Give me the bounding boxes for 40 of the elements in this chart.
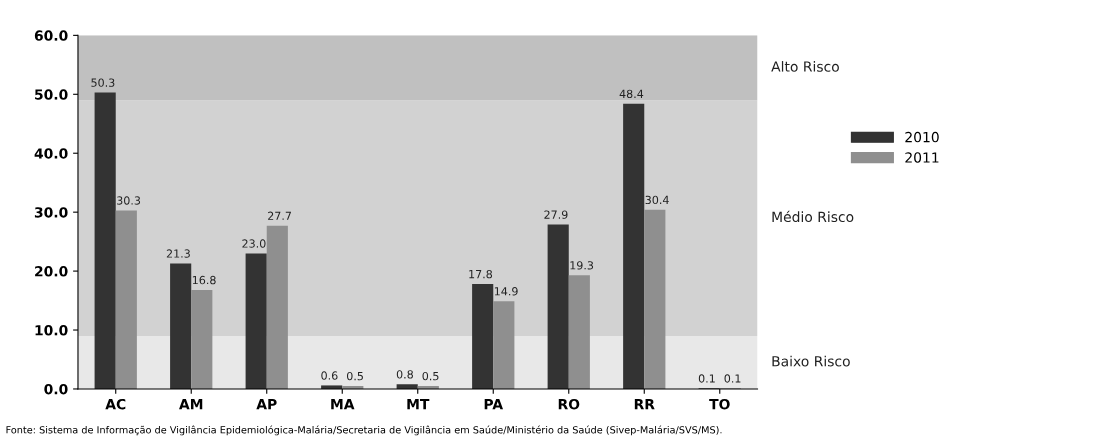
legend-label: 2011	[905, 152, 939, 163]
data-label: 23.0	[242, 239, 266, 248]
y-tick-label: 10.0	[35, 325, 68, 336]
y-tick-label: 50.0	[35, 89, 68, 100]
data-label: 0.1	[724, 374, 741, 383]
data-label: 0.1	[698, 374, 715, 383]
band-label: Alto Risco	[771, 61, 839, 72]
y-tick-label: 30.0	[34, 207, 68, 218]
data-label: 27.7	[268, 211, 291, 220]
data-label: 27.9	[544, 210, 568, 219]
y-tick-label: 20.0	[35, 266, 68, 277]
x-tick-label: MT	[407, 399, 430, 410]
data-label: 30.3	[117, 196, 141, 205]
x-tick-label: AP	[256, 399, 277, 410]
y-tick-label: 60.0	[34, 30, 68, 41]
data-label: 48.4	[619, 89, 644, 99]
legend-label: 2010	[905, 131, 939, 143]
data-label: 0.8	[396, 370, 413, 379]
x-tick-label: MA	[331, 399, 355, 410]
band-label: Baixo Risco	[772, 355, 850, 367]
data-label: 21.3	[166, 249, 190, 258]
data-label: 16.8	[192, 275, 216, 285]
data-label: 14.9	[494, 287, 518, 296]
data-label: 0.5	[422, 371, 439, 381]
band-label: Médio Risco	[772, 210, 854, 223]
x-tick-label: PA	[484, 399, 504, 410]
x-tick-label: RR	[634, 399, 655, 410]
data-label: 0.6	[321, 371, 338, 380]
x-tick-label: TO	[709, 398, 730, 410]
data-label: 17.8	[469, 269, 493, 279]
data-label: 50.3	[91, 78, 115, 87]
x-tick-label: RO	[558, 398, 580, 410]
y-tick-label: 40.0	[34, 148, 68, 159]
data-label: 19.3	[570, 261, 594, 270]
x-tick-label: AM	[179, 399, 203, 410]
x-tick-label: AC	[105, 398, 126, 410]
y-tick-label: 0.0	[44, 383, 68, 395]
source-note: Fonte: Sistema de Informação de Vigilância Epidemiológica-Malária/Secretaria de Vigilância em Saúde/Ministério da Saúde (Sivep-Malária/SVS/MS).	[6, 425, 722, 436]
data-label: 30.4	[645, 195, 669, 205]
data-label: 0.5	[346, 371, 363, 381]
